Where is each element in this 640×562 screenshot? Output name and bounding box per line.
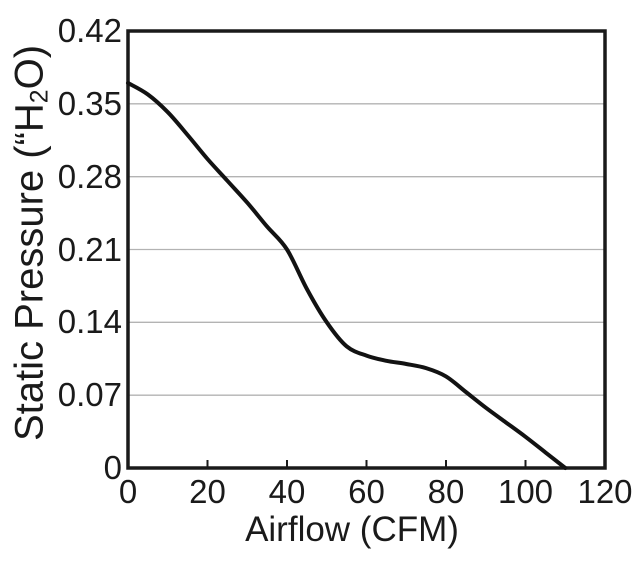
y-tick-label: 0.14 <box>57 303 122 341</box>
y-tick-label: 0.21 <box>57 230 122 268</box>
x-tick-label: 40 <box>268 473 306 510</box>
x-tick-label: 0 <box>118 473 138 510</box>
x-tick-label: 100 <box>497 473 554 510</box>
x-axis-title: Airflow (CFM) <box>245 510 459 549</box>
y-tick-label: 0 <box>103 449 122 486</box>
y-tick-label: 0.28 <box>57 157 122 195</box>
x-tick-label: 80 <box>427 473 465 510</box>
y-tick-label: 0.35 <box>57 84 122 122</box>
plot-border <box>126 29 607 470</box>
x-tick-label: 20 <box>189 473 226 510</box>
y-tick-label: 0.07 <box>57 376 122 414</box>
x-tick-label: 60 <box>348 473 385 510</box>
x-tick-label: 120 <box>577 473 633 510</box>
fan-curve-line <box>126 81 568 470</box>
y-tick-label: 0.42 <box>57 12 122 49</box>
